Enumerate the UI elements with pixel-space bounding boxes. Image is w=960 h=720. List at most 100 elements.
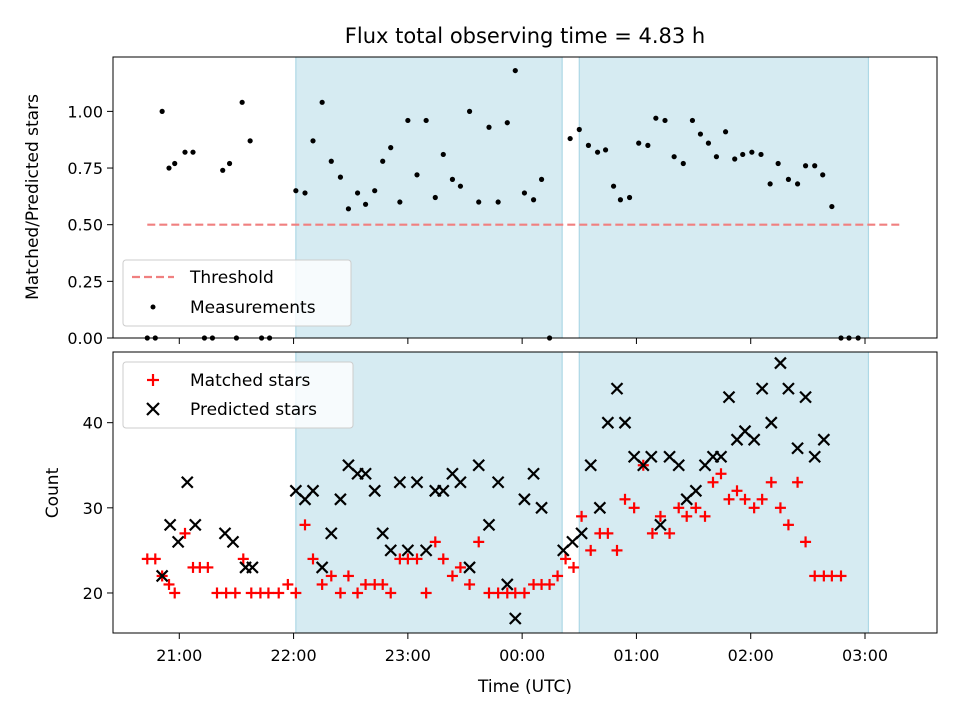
matched-star-point xyxy=(611,544,623,556)
count-panel: 20 30 40 21:00 22:00 23:00 00:00 01:00 02:00 03:… xyxy=(43,351,938,697)
predicted-star-point xyxy=(376,527,389,540)
predicted-star-point xyxy=(368,484,381,498)
predicted-star-point xyxy=(689,484,703,498)
predicted-star-point xyxy=(181,476,194,489)
predicted-star-point xyxy=(189,518,202,532)
measurement-point xyxy=(405,117,411,124)
measurement-point xyxy=(319,99,325,105)
matched-star-point xyxy=(307,553,319,565)
shaded-interval xyxy=(579,57,869,338)
matched-star-point xyxy=(237,553,249,565)
matched-star-point xyxy=(429,536,441,548)
y-tick-label: 1.00 xyxy=(67,102,103,121)
matched-star-point xyxy=(273,587,285,599)
predicted-star-point xyxy=(714,450,728,464)
predicted-star-point xyxy=(315,561,329,574)
measurement-point xyxy=(732,156,738,162)
measurement-point xyxy=(697,131,704,137)
measurement-point xyxy=(504,120,510,126)
matched-star-point xyxy=(774,502,786,514)
predicted-star-point xyxy=(535,501,548,515)
matched-star-point xyxy=(464,578,476,590)
measurement-point xyxy=(538,176,545,182)
measurement-point xyxy=(626,194,633,201)
predicted-star-point xyxy=(610,382,624,395)
predicted-star-point xyxy=(246,561,259,574)
matched-star-point xyxy=(552,570,564,582)
matched-star-point xyxy=(681,510,693,522)
measurement-point xyxy=(337,174,344,180)
measurement-point xyxy=(713,154,720,160)
matched-star-point xyxy=(299,519,311,531)
matched-star-point xyxy=(654,510,666,522)
predicted-star-point xyxy=(601,416,615,429)
matched-star-point xyxy=(690,502,702,514)
matched-star-point xyxy=(411,553,423,565)
matched-star-point xyxy=(664,527,676,539)
predicted-star-point xyxy=(472,458,485,472)
matched-legend-swatch xyxy=(147,374,159,386)
matched-star-point xyxy=(782,519,794,531)
measurement-point xyxy=(486,124,492,130)
predicted-star-point xyxy=(774,356,787,370)
matched-star-point xyxy=(731,485,743,497)
x-tick-label: 23:00 xyxy=(385,646,431,665)
matched-star-point xyxy=(385,587,397,599)
measurement-point xyxy=(689,117,696,124)
measurement-point xyxy=(226,160,233,167)
ratio-panel-frame xyxy=(112,56,938,339)
matched-star-point xyxy=(568,561,580,573)
matched-star-point xyxy=(163,578,175,590)
measurement-point xyxy=(820,172,826,178)
measurements-legend-label: Measurements xyxy=(190,298,316,318)
predicted-star-point xyxy=(509,612,522,625)
matched-star-point xyxy=(420,587,432,599)
measurement-point xyxy=(397,199,403,205)
predicted-star-point xyxy=(410,476,424,489)
predicted-star-point xyxy=(765,416,778,429)
count-y-axis-label: Count xyxy=(43,467,63,518)
matched-star-point xyxy=(576,510,588,522)
measurement-point xyxy=(372,188,378,194)
measurement-point xyxy=(802,163,809,169)
matched-star-point xyxy=(707,476,719,488)
measurement-point xyxy=(530,197,537,203)
measurement-point xyxy=(247,138,253,144)
predicted-star-point xyxy=(618,416,632,429)
measurement-point xyxy=(354,190,361,196)
predicted-star-point xyxy=(799,390,812,404)
measurement-point xyxy=(310,138,316,144)
matched-star-point xyxy=(352,587,364,599)
matched-star-point xyxy=(560,553,572,565)
measurement-point xyxy=(636,140,642,146)
measurement-point xyxy=(521,190,528,196)
predicted-star-point xyxy=(437,484,450,498)
predicted-star-point xyxy=(755,382,769,395)
measurement-point xyxy=(610,183,617,189)
predicted-star-point xyxy=(817,433,831,446)
x-tick-label: 03:00 xyxy=(842,646,888,665)
measurement-point xyxy=(680,160,686,167)
predicted-star-point xyxy=(359,467,372,481)
x-axis-label: Time (UTC) xyxy=(477,677,572,697)
measurement-point xyxy=(414,172,420,178)
y-tick-label: 40 xyxy=(83,414,103,433)
predicted-star-point xyxy=(482,518,496,532)
measurement-point xyxy=(476,199,482,205)
matched-star-point xyxy=(756,493,768,505)
predicted-star-point xyxy=(593,501,607,515)
matched-star-point xyxy=(765,476,777,488)
matched-star-point xyxy=(473,536,485,548)
x-tick-label: 22:00 xyxy=(271,646,317,665)
matched-star-point xyxy=(437,553,449,565)
matched-legend-label: Matched stars xyxy=(190,371,310,391)
predicted-star-point xyxy=(654,518,667,532)
matched-star-point xyxy=(202,561,214,573)
measurement-point xyxy=(602,147,609,153)
measurement-point xyxy=(722,129,729,135)
y-tick-label: 0.50 xyxy=(67,216,103,235)
matched-star-point xyxy=(739,493,751,505)
measurement-point xyxy=(449,176,456,182)
matched-star-point xyxy=(699,510,711,522)
